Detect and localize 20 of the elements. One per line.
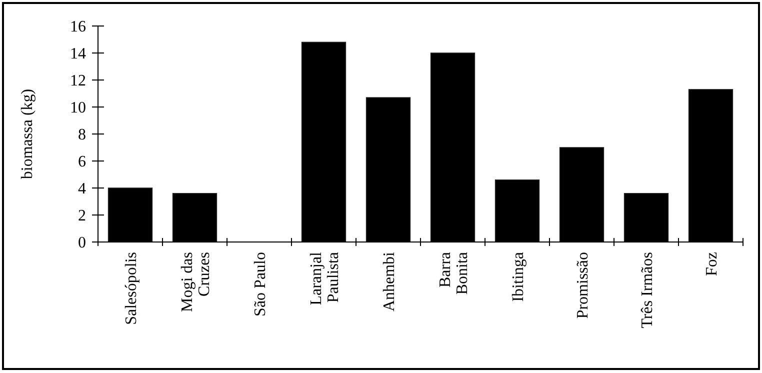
x-tick-label: Ibitinga [510,252,527,302]
y-tick-label: 8 [78,126,86,144]
y-tick-label: 0 [78,234,86,252]
x-tick-label: Anhembi [380,251,398,312]
y-tick-label: 6 [78,154,86,171]
x-tick-label: Foz [703,252,720,276]
x-tick-label: Promissão [574,252,592,319]
y-axis-title: biomassa (kg) [19,88,36,180]
x-tick-label: Laranjal Paulista [308,251,342,306]
x-tick-label: Mogi das Cruzes [178,252,213,312]
x-tick-label: Salesópolis [122,252,140,325]
y-tick-label: 14 [70,46,86,63]
y-tick-label: 12 [70,72,86,90]
y-tick-label: 10 [70,100,86,117]
y-tick-label: 2 [78,208,86,225]
x-tick-label: Três Irmãos [638,252,656,328]
x-tick-label: Barra Bonita [436,252,471,295]
y-tick-label: 16 [70,18,86,36]
x-tick-label: São Paulo [252,252,269,316]
y-tick-label: 4 [78,180,86,198]
